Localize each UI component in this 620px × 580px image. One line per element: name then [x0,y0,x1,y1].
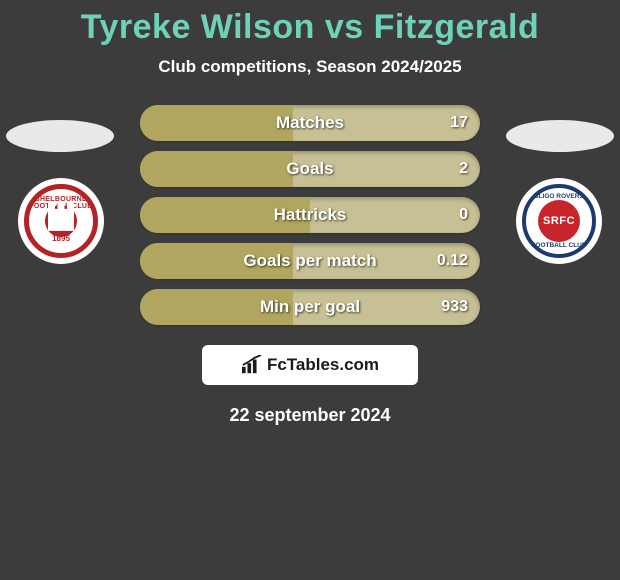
metric-value-right: 17 [450,105,468,141]
metric-label: Matches [276,105,344,141]
comparison-chart: Matches 17 Goals 2 Hattricks 0 Goals per match… [0,105,620,325]
metric-row: Min per goal 933 [0,289,620,325]
metric-label: Min per goal [260,289,360,325]
metric-label: Goals per match [243,243,376,279]
bar-chart-icon [241,355,263,375]
metric-row: Matches 17 [0,105,620,141]
metric-row: Hattricks 0 [0,197,620,233]
metric-value-right: 933 [441,289,468,325]
bar-track: Min per goal 933 [140,289,480,325]
brand-box: FcTables.com [202,345,418,385]
metric-label: Goals [286,151,333,187]
brand-text: FcTables.com [267,355,379,375]
comparison-card: Tyreke Wilson vs Fitzgerald Club competi… [0,0,620,580]
metric-label: Hattricks [274,197,347,233]
bar-track: Hattricks 0 [140,197,480,233]
metric-value-right: 0 [459,197,468,233]
metric-value-right: 2 [459,151,468,187]
bar-fill-left [140,151,293,187]
metric-row: Goals per match 0.12 [0,243,620,279]
bar-track: Goals per match 0.12 [140,243,480,279]
date-label: 22 september 2024 [0,405,620,426]
subtitle: Club competitions, Season 2024/2025 [0,57,620,77]
page-title: Tyreke Wilson vs Fitzgerald [0,0,620,47]
bar-track: Goals 2 [140,151,480,187]
bar-track: Matches 17 [140,105,480,141]
bar-fill-left [140,105,293,141]
metric-value-right: 0.12 [437,243,468,279]
metric-row: Goals 2 [0,151,620,187]
